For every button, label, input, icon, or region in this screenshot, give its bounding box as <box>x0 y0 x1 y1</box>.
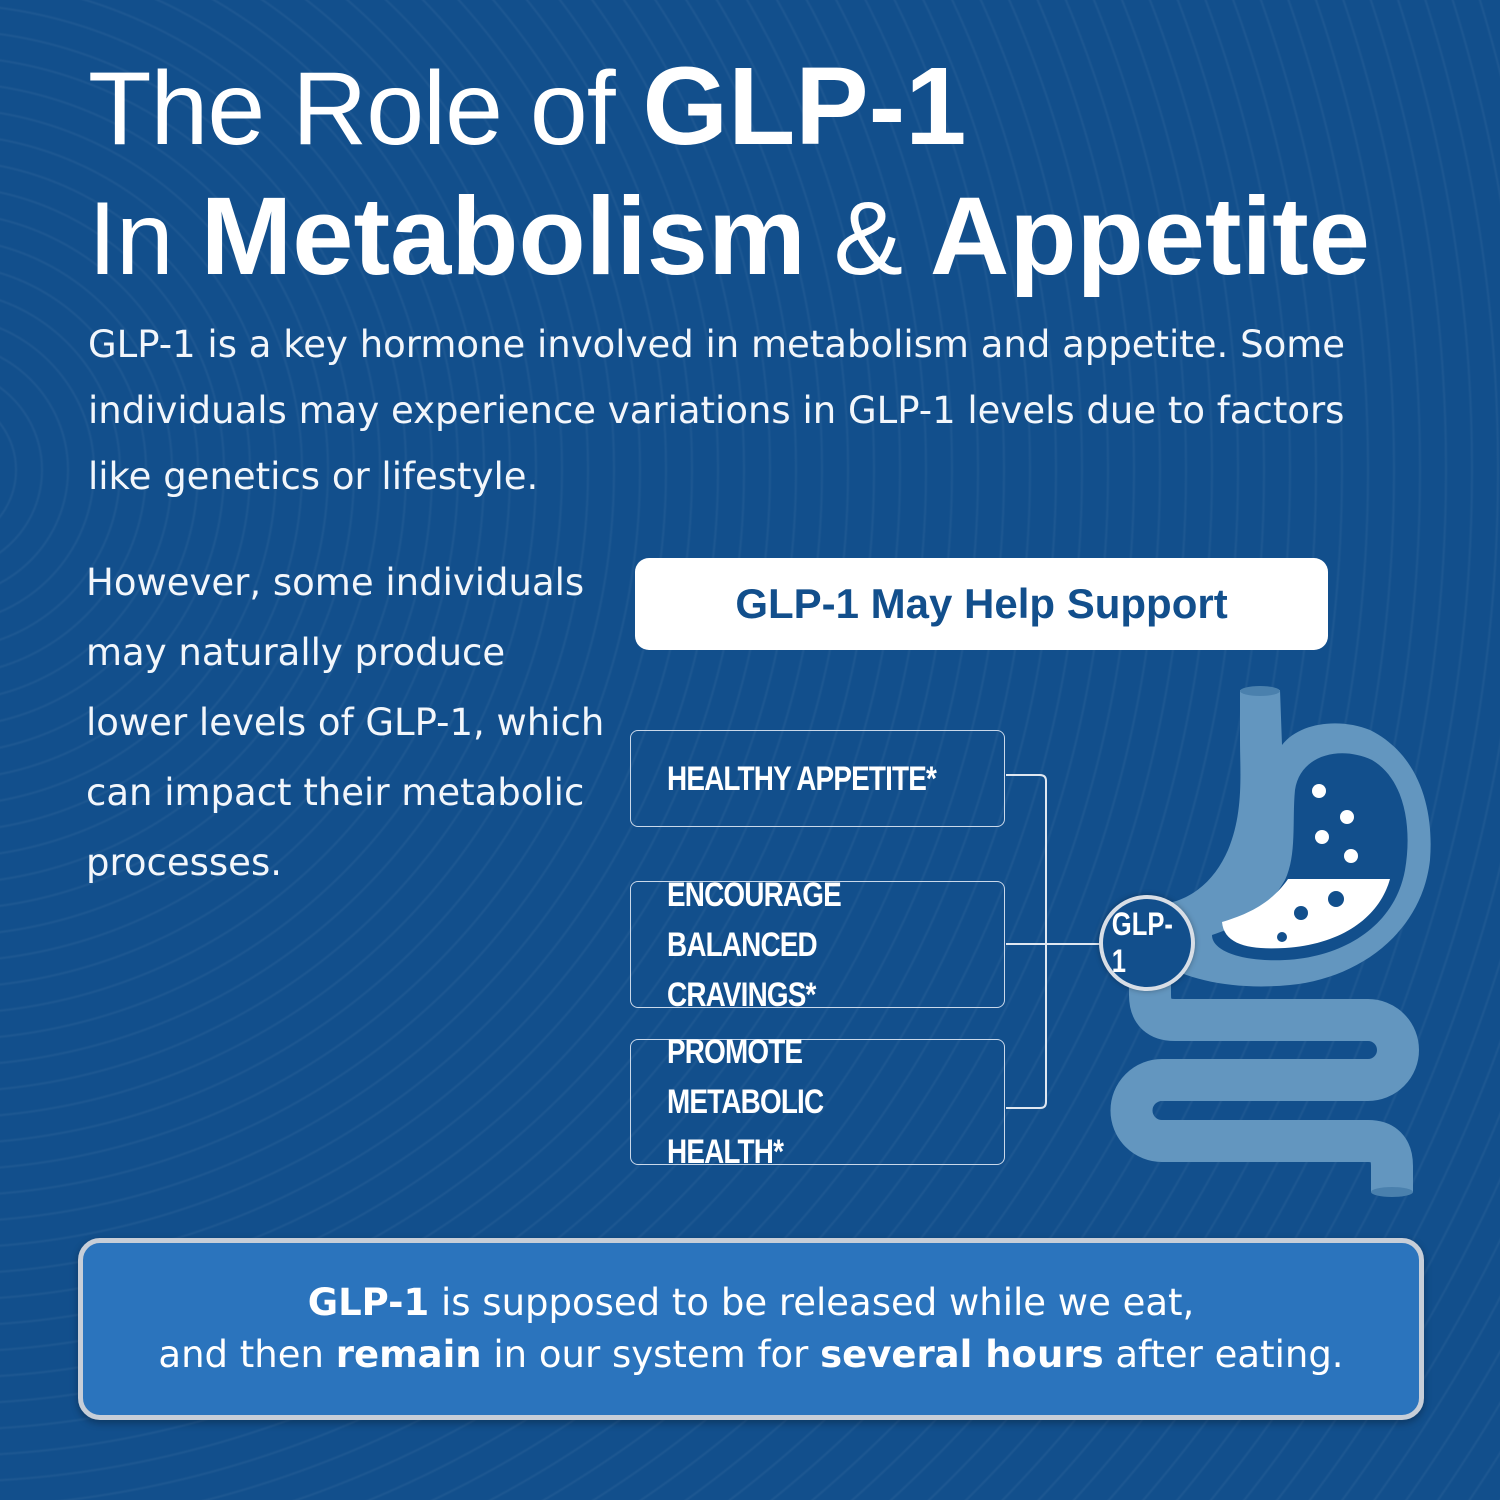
benefit-label: ENCOURAGE BALANCED CRAVINGS* <box>667 875 842 1014</box>
benefit-label: PROMOTE METABOLIC HEALTH* <box>667 1033 824 1171</box>
intestine-shape <box>1110 960 1419 1192</box>
footer-text: in our system for <box>481 1333 821 1376</box>
intro-paragraph: GLP-1 is a key hormone involved in metab… <box>88 323 1346 498</box>
footer-text: is supposed to be released while we eat, <box>429 1281 1195 1324</box>
footer-bold: remain <box>335 1333 482 1376</box>
benefit-label: HEALTHY APPETITE* <box>667 759 937 798</box>
footer-bold: several hours <box>820 1333 1104 1376</box>
footer-line-1: GLP-1 is supposed to be released while w… <box>308 1277 1195 1329</box>
glp1-badge: GLP-1 <box>1099 895 1195 991</box>
benefit-metabolic-health: PROMOTE METABOLIC HEALTH* <box>630 1033 1005 1171</box>
title-bold: GLP-1 <box>642 45 967 168</box>
benefit-healthy-appetite: HEALTHY APPETITE* <box>630 730 1005 827</box>
support-header: GLP-1 May Help Support <box>635 558 1328 650</box>
title-bold: Appetite <box>929 175 1370 298</box>
title-bold: Metabolism <box>200 175 806 298</box>
side-paragraph: However, some individuals may naturally … <box>86 561 605 884</box>
title-thin: & <box>805 181 930 297</box>
footer-text: after eating. <box>1103 1333 1344 1376</box>
benefit-balanced-cravings: ENCOURAGE BALANCED CRAVINGS* <box>630 876 1005 1014</box>
title-thin: In <box>88 181 201 297</box>
title-thin: The Role of <box>88 51 643 167</box>
page-title: The Role of GLP-1 In Metabolism & Appeti… <box>88 52 1370 315</box>
footer-bold: GLP-1 <box>307 1281 430 1324</box>
glp1-badge-label: GLP-1 <box>1111 906 1173 979</box>
footer-callout: GLP-1 is supposed to be released while w… <box>78 1238 1424 1420</box>
connector-lines <box>1006 774 1100 1109</box>
footer-line-2: and then remain in our system for severa… <box>158 1329 1343 1381</box>
footer-text: and then <box>158 1333 336 1376</box>
